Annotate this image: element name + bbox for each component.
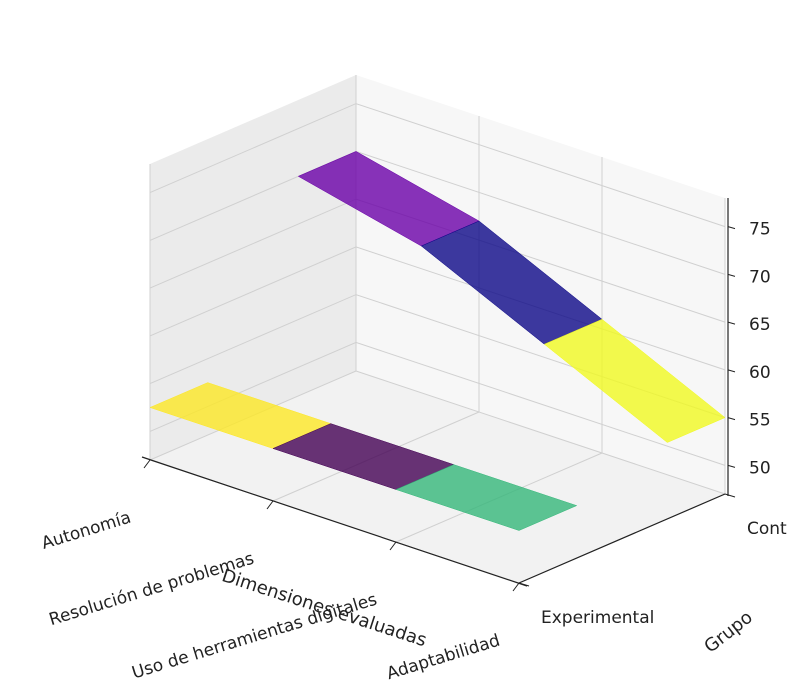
x-tick-label: Autonomía [39, 508, 133, 554]
z-tick-label: 75 [749, 220, 771, 240]
z-tick [727, 273, 736, 277]
z-tick-label: 50 [749, 458, 771, 478]
z-tick [727, 417, 736, 421]
surface-facet-control [543, 319, 726, 443]
chart-panes [150, 75, 725, 583]
z-tick-label: 60 [749, 363, 771, 383]
x-tick [389, 541, 397, 551]
x-tick [266, 500, 274, 510]
x-tick [512, 582, 520, 592]
z-tick [727, 226, 736, 230]
chart-axes [141, 198, 736, 592]
z-tick-label: 70 [749, 267, 771, 287]
x-tick [143, 459, 151, 469]
z-tick-label: 65 [749, 315, 771, 335]
chart-surfaces [149, 151, 726, 531]
left-pane [150, 75, 356, 460]
y-tick [724, 493, 736, 498]
z-tick-label: 55 [749, 411, 771, 431]
surface-facet-experimental [395, 464, 578, 531]
y-axis-title: Grupo [700, 607, 756, 658]
y-axis-line [518, 493, 726, 584]
z-tick [727, 464, 736, 468]
y-tick [518, 582, 530, 587]
x-tick-label: Resolución de problemas [47, 549, 257, 630]
y-tick-label: Experimental [541, 608, 654, 628]
z-tick [727, 321, 736, 325]
y-tick-label: Control [747, 519, 787, 539]
x-axis-line [141, 456, 528, 587]
z-tick [727, 369, 736, 373]
